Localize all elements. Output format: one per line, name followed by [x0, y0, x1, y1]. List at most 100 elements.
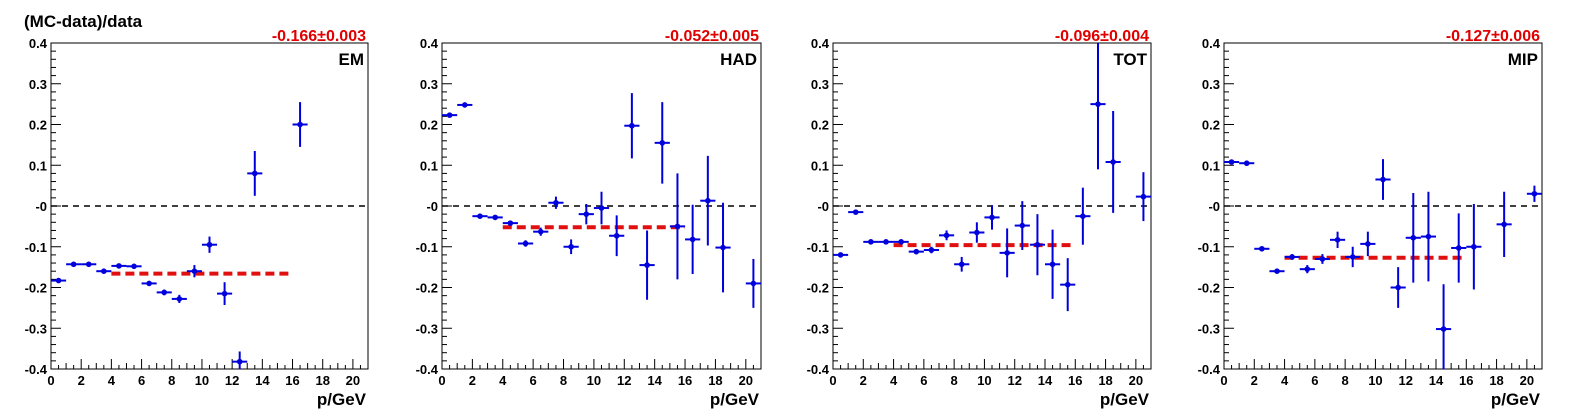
data-point [457, 102, 473, 108]
x-tick-label: 6 [530, 373, 537, 388]
marker [720, 244, 726, 251]
y-tick-label: -0.2 [807, 281, 829, 296]
marker [868, 239, 874, 245]
data-point [1375, 159, 1391, 200]
marker [101, 268, 107, 275]
marker [1228, 159, 1235, 165]
y-tick-label: -0.1 [807, 240, 829, 255]
marker [705, 197, 711, 204]
data-point [487, 214, 503, 221]
marker [568, 243, 574, 250]
data-point [502, 220, 518, 226]
marker [989, 214, 995, 221]
y-tick-label: 0.1 [811, 158, 829, 173]
data-point [217, 282, 233, 306]
marker [1334, 237, 1341, 243]
y-tick-label: -0 [1208, 199, 1220, 214]
marker [852, 209, 859, 215]
marker [1034, 241, 1041, 248]
data-point [126, 263, 142, 270]
x-tick-label: 18 [708, 373, 722, 388]
data-point [593, 191, 610, 225]
marker [116, 263, 122, 269]
x-tick-label: 10 [587, 373, 601, 388]
panel-mip: 0 2 4 6 8 10 12 14 16 18 20 0.4 0.3 0.2 0.1 -0 -0.1 -0.2 -… [1198, 28, 1543, 409]
marker [1019, 222, 1026, 229]
x-tick-label: 14 [1429, 373, 1444, 388]
marker [161, 289, 168, 296]
marker [85, 261, 92, 268]
fit-label: -0.096±0.004 [1055, 28, 1149, 45]
marker [583, 211, 590, 217]
marker [659, 140, 666, 146]
y-tick-label: -0.3 [1198, 321, 1220, 336]
y-tick-label: -0.4 [807, 362, 830, 377]
marker [1243, 160, 1250, 167]
x-tick-label: 12 [1007, 373, 1021, 388]
panel-em: 0 2 4 6 8 10 12 14 16 18 20 0.4 0.3 0.2 0.1 -0 -0.1 -0.2 -… [25, 28, 369, 409]
marker [629, 122, 635, 129]
marker [1349, 254, 1356, 260]
data-point [863, 239, 879, 245]
y-tick-label: -0.3 [807, 321, 829, 336]
marker [898, 239, 904, 245]
marker [1395, 284, 1401, 291]
data-point [923, 246, 939, 254]
marker [1304, 266, 1311, 272]
marker [461, 102, 468, 108]
data-point [472, 213, 488, 219]
y-tick-label: -0.2 [416, 281, 438, 296]
marker [477, 213, 483, 219]
x-tick-label: 18 [1098, 373, 1112, 388]
data-point [745, 258, 761, 308]
marker [191, 268, 198, 275]
fit-label: -0.052±0.005 [665, 28, 759, 45]
x-tick-label: 16 [678, 373, 692, 388]
y-tick-label: -0.4 [25, 362, 48, 377]
y-tick-label: -0.2 [1198, 281, 1220, 296]
marker [206, 241, 213, 248]
x-tick-label: 4 [890, 373, 898, 388]
y-tick-label: 0.2 [420, 118, 438, 133]
y-tick-label: -0.4 [416, 362, 439, 377]
marker [522, 240, 529, 247]
data-point [1029, 214, 1045, 276]
marker [131, 263, 137, 270]
y-tick-label: -0.1 [1198, 240, 1220, 255]
x-axis-label: p/GeV [317, 390, 367, 409]
fit-label: -0.166±0.003 [272, 28, 366, 45]
marker [492, 214, 498, 221]
marker [943, 232, 950, 239]
x-tick-label: 6 [920, 373, 927, 388]
x-tick-label: 0 [1220, 373, 1227, 388]
data-point [1060, 258, 1076, 312]
data-point [111, 263, 127, 269]
x-tick-label: 8 [1342, 373, 1349, 388]
marker [1440, 326, 1447, 332]
data-point [715, 202, 731, 293]
marker [1064, 281, 1071, 288]
x-tick-label: 4 [499, 373, 507, 388]
y-tick-label: -0.1 [25, 240, 47, 255]
data-point [624, 93, 640, 159]
y-tick-label: 0.4 [29, 36, 48, 51]
y-tick-label: 0.1 [1202, 158, 1220, 173]
marker [1471, 243, 1477, 250]
data-point [66, 261, 82, 268]
data-point [833, 252, 849, 258]
data-point [669, 173, 686, 280]
data-point [1224, 159, 1240, 165]
data-point [292, 102, 308, 147]
x-tick-label: 12 [617, 373, 631, 388]
y-tick-label: 0.4 [420, 36, 439, 51]
marker [1004, 250, 1010, 256]
data-point [1269, 268, 1285, 275]
marker [70, 261, 77, 268]
data-point [186, 265, 202, 278]
data-point [1014, 201, 1030, 251]
marker [1095, 101, 1101, 107]
x-tick-label: 2 [860, 373, 867, 388]
data-point [878, 239, 894, 245]
data-point [1090, 43, 1106, 170]
